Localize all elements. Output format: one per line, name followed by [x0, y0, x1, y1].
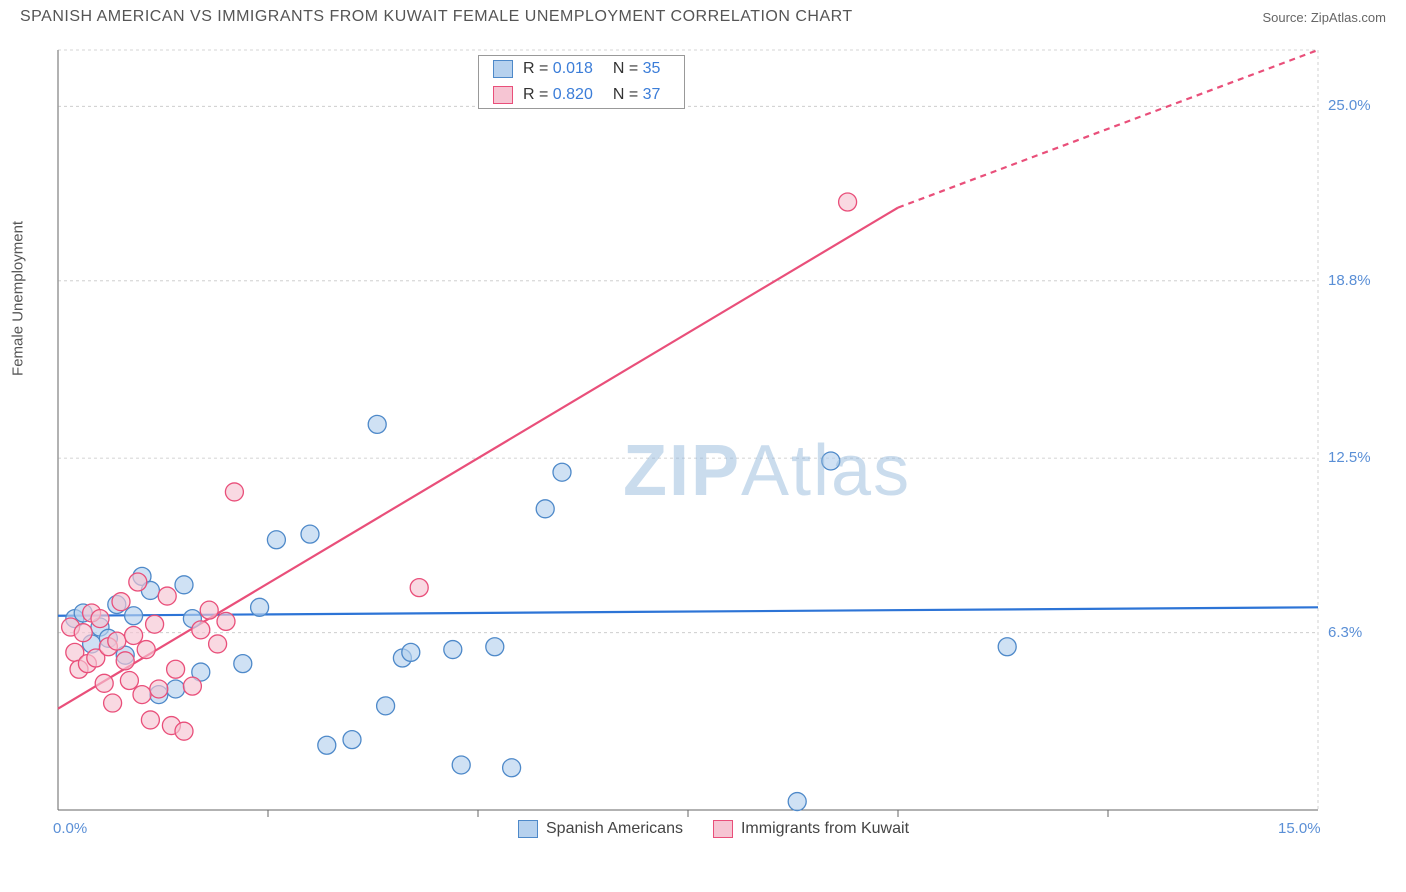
source-link[interactable]: ZipAtlas.com [1311, 10, 1386, 25]
x-tick-label: 0.0% [53, 820, 87, 837]
chart-container: Female Unemployment ZIPAtlas R = 0.018N … [48, 40, 1388, 850]
series-legend: Spanish Americans Immigrants from Kuwait [518, 820, 909, 838]
y-tick-label: 18.8% [1328, 272, 1371, 289]
chart-title: SPANISH AMERICAN VS IMMIGRANTS FROM KUWA… [20, 8, 853, 26]
source-label: Source: [1262, 10, 1310, 25]
legend-label: Spanish Americans [546, 820, 683, 838]
legend-swatch [518, 820, 538, 838]
legend-label: Immigrants from Kuwait [741, 820, 909, 838]
y-tick-label: 12.5% [1328, 449, 1371, 466]
r-label: R = 0.018 [523, 60, 603, 78]
legend-swatch [713, 820, 733, 838]
legend-swatch [493, 86, 513, 104]
y-tick-label: 25.0% [1328, 97, 1371, 114]
legend-item: Spanish Americans [518, 820, 683, 838]
stats-legend-row: R = 0.018 N = 35 [479, 56, 684, 82]
r-label: R = 0.820 [523, 86, 603, 104]
n-label: N = 35 [613, 60, 671, 78]
source-attribution: Source: ZipAtlas.com [1262, 10, 1386, 25]
legend-item: Immigrants from Kuwait [713, 820, 909, 838]
x-tick-label: 15.0% [1278, 820, 1321, 837]
stats-legend-row: R = 0.820 N = 37 [479, 82, 684, 108]
y-tick-label: 6.3% [1328, 624, 1362, 641]
legend-swatch [493, 60, 513, 78]
n-label: N = 37 [613, 86, 671, 104]
scatter-chart [48, 40, 1388, 850]
stats-legend: R = 0.018 N = 35 R = 0.820 N = 37 [478, 55, 685, 109]
y-axis-label: Female Unemployment [10, 221, 27, 376]
